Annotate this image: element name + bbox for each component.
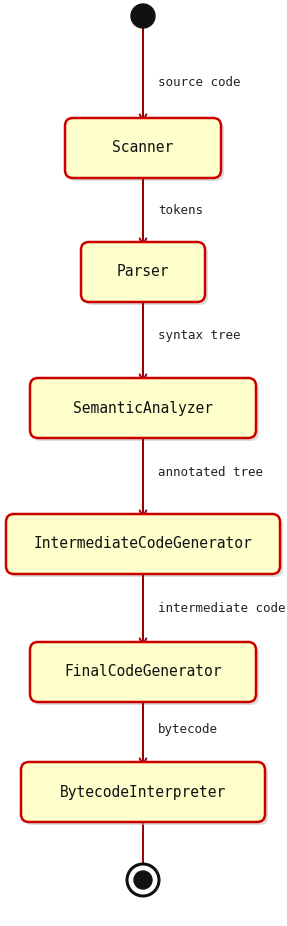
Text: bytecode: bytecode [158, 723, 218, 736]
FancyBboxPatch shape [30, 378, 256, 438]
Text: annotated tree: annotated tree [158, 466, 263, 479]
FancyBboxPatch shape [30, 642, 256, 702]
FancyBboxPatch shape [68, 121, 224, 181]
Circle shape [127, 864, 159, 896]
Text: Parser: Parser [117, 265, 169, 280]
Text: SemanticAnalyzer: SemanticAnalyzer [73, 401, 213, 416]
FancyBboxPatch shape [6, 514, 280, 574]
Circle shape [134, 871, 152, 889]
Text: FinalCodeGenerator: FinalCodeGenerator [64, 665, 222, 680]
Text: BytecodeInterpreter: BytecodeInterpreter [60, 784, 226, 799]
Text: source code: source code [158, 76, 241, 89]
FancyBboxPatch shape [21, 762, 265, 822]
Text: tokens: tokens [158, 204, 203, 217]
Text: intermediate code list: intermediate code list [158, 602, 287, 615]
Text: IntermediateCodeGenerator: IntermediateCodeGenerator [34, 536, 252, 552]
Circle shape [131, 4, 155, 28]
FancyBboxPatch shape [65, 118, 221, 178]
Text: Scanner: Scanner [113, 141, 174, 156]
FancyBboxPatch shape [84, 245, 208, 305]
FancyBboxPatch shape [9, 517, 283, 577]
FancyBboxPatch shape [33, 381, 259, 441]
FancyBboxPatch shape [81, 242, 205, 302]
FancyBboxPatch shape [33, 645, 259, 705]
FancyBboxPatch shape [24, 765, 268, 825]
Text: syntax tree: syntax tree [158, 330, 241, 343]
